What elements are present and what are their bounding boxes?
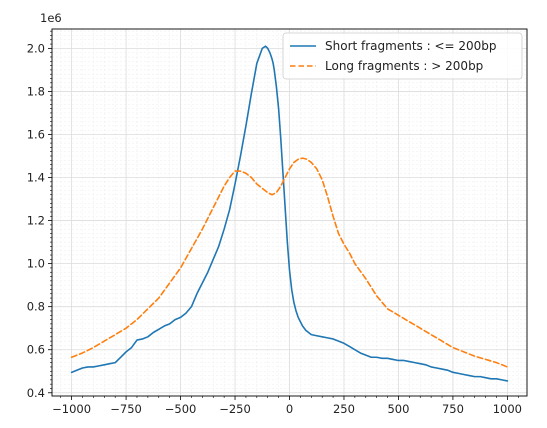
legend-label: Long fragments : > 200bp xyxy=(325,59,483,73)
x-tick-label: 1000 xyxy=(493,402,522,416)
y-tick-label: 2.0 xyxy=(27,41,45,55)
x-tick-label: 0 xyxy=(286,402,293,416)
x-tick-label: −250 xyxy=(219,402,251,416)
y-tick-label: 1.2 xyxy=(27,214,45,228)
y-tick-label: 1.8 xyxy=(27,84,45,98)
x-tick-label: −500 xyxy=(165,402,197,416)
y-tick-label: 0.4 xyxy=(27,386,45,400)
x-tick-label: 750 xyxy=(442,402,464,416)
x-tick-label: −750 xyxy=(110,402,142,416)
y-tick-label: 0.8 xyxy=(27,300,45,314)
x-tick-label: 250 xyxy=(333,402,355,416)
y-tick-label: 1.0 xyxy=(27,257,45,271)
y-tick-label: 1.4 xyxy=(27,171,45,185)
x-tick-label: −1000 xyxy=(52,402,91,416)
legend-label: Short fragments : <= 200bp xyxy=(325,39,497,53)
legend: Short fragments : <= 200bp Long fragments… xyxy=(283,33,522,79)
x-tick-label: 500 xyxy=(387,402,409,416)
y-offset-label: 1e6 xyxy=(40,11,62,25)
y-tick-label: 1.6 xyxy=(27,127,45,141)
y-tick-label: 0.6 xyxy=(27,343,45,357)
